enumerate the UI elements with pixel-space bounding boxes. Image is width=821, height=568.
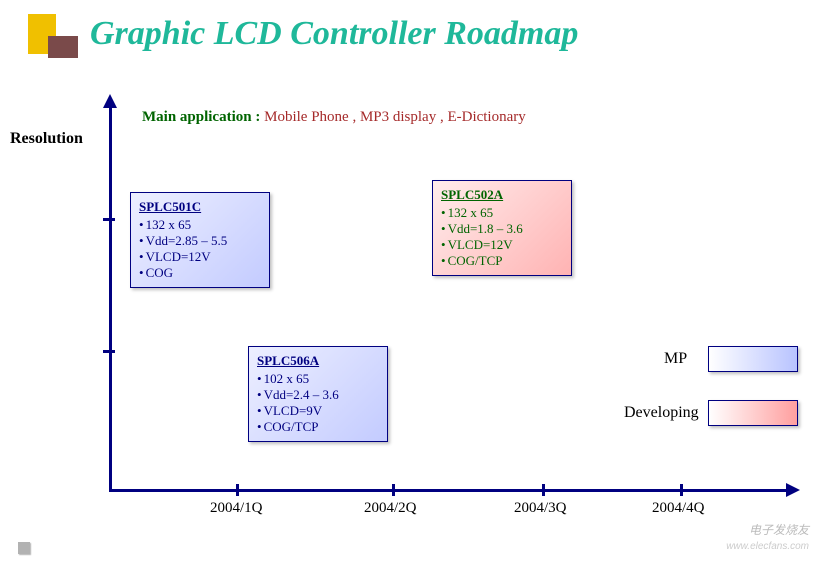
- x-label-1q: 2004/1Q: [210, 500, 263, 517]
- y-tick-upper: [103, 218, 115, 221]
- node-splc506a: SPLC506A 102 x 65 Vdd=2.4 – 3.6 VLCD=9V …: [248, 346, 388, 442]
- node-title-splc506a: SPLC506A: [257, 353, 379, 369]
- spec: COG/TCP: [441, 253, 563, 269]
- main-application-value: Mobile Phone , MP3 display , E-Dictionar…: [264, 109, 526, 125]
- node-title-splc502a: SPLC502A: [441, 187, 563, 203]
- legend-swatch-developing: [708, 400, 798, 426]
- page-title: Graphic LCD Controller Roadmap: [90, 15, 578, 53]
- spec: Vdd=1.8 – 3.6: [441, 221, 563, 237]
- y-axis: [109, 104, 112, 492]
- y-axis-arrow: [103, 94, 117, 108]
- spec: Vdd=2.85 – 5.5: [139, 233, 261, 249]
- x-axis-arrow: [786, 483, 800, 497]
- x-label-4q: 2004/4Q: [652, 500, 705, 517]
- watermark: 电子发烧友: [749, 521, 809, 538]
- title-deco-brown: [48, 36, 78, 58]
- x-tick-4q: [680, 484, 683, 496]
- x-tick-2q: [392, 484, 395, 496]
- watermark-url: www.elecfans.com: [726, 541, 809, 552]
- spec: 132 x 65: [441, 205, 563, 221]
- spec: 102 x 65: [257, 371, 379, 387]
- main-application: Main application : Mobile Phone , MP3 di…: [142, 109, 526, 126]
- y-axis-label: Resolution: [10, 130, 83, 148]
- x-tick-3q: [542, 484, 545, 496]
- main-application-label: Main application :: [142, 109, 260, 125]
- spec: VLCD=12V: [441, 237, 563, 253]
- node-title-splc501c: SPLC501C: [139, 199, 261, 215]
- x-tick-1q: [236, 484, 239, 496]
- spec: COG/TCP: [257, 419, 379, 435]
- legend-label-mp: MP: [664, 350, 687, 368]
- footer-bullet-icon: [18, 542, 30, 554]
- y-tick-lower: [103, 350, 115, 353]
- watermark-brand: 电子发烧友: [749, 523, 809, 537]
- x-label-3q: 2004/3Q: [514, 500, 567, 517]
- node-specs-splc506a: 102 x 65 Vdd=2.4 – 3.6 VLCD=9V COG/TCP: [257, 371, 379, 435]
- spec: COG: [139, 265, 261, 281]
- spec: VLCD=9V: [257, 403, 379, 419]
- legend-swatch-mp: [708, 346, 798, 372]
- x-label-2q: 2004/2Q: [364, 500, 417, 517]
- x-axis: [109, 489, 789, 492]
- legend-label-developing: Developing: [624, 404, 699, 422]
- node-splc502a: SPLC502A 132 x 65 Vdd=1.8 – 3.6 VLCD=12V…: [432, 180, 572, 276]
- spec: 132 x 65: [139, 217, 261, 233]
- node-specs-splc502a: 132 x 65 Vdd=1.8 – 3.6 VLCD=12V COG/TCP: [441, 205, 563, 269]
- node-specs-splc501c: 132 x 65 Vdd=2.85 – 5.5 VLCD=12V COG: [139, 217, 261, 281]
- node-splc501c: SPLC501C 132 x 65 Vdd=2.85 – 5.5 VLCD=12…: [130, 192, 270, 288]
- spec: VLCD=12V: [139, 249, 261, 265]
- spec: Vdd=2.4 – 3.6: [257, 387, 379, 403]
